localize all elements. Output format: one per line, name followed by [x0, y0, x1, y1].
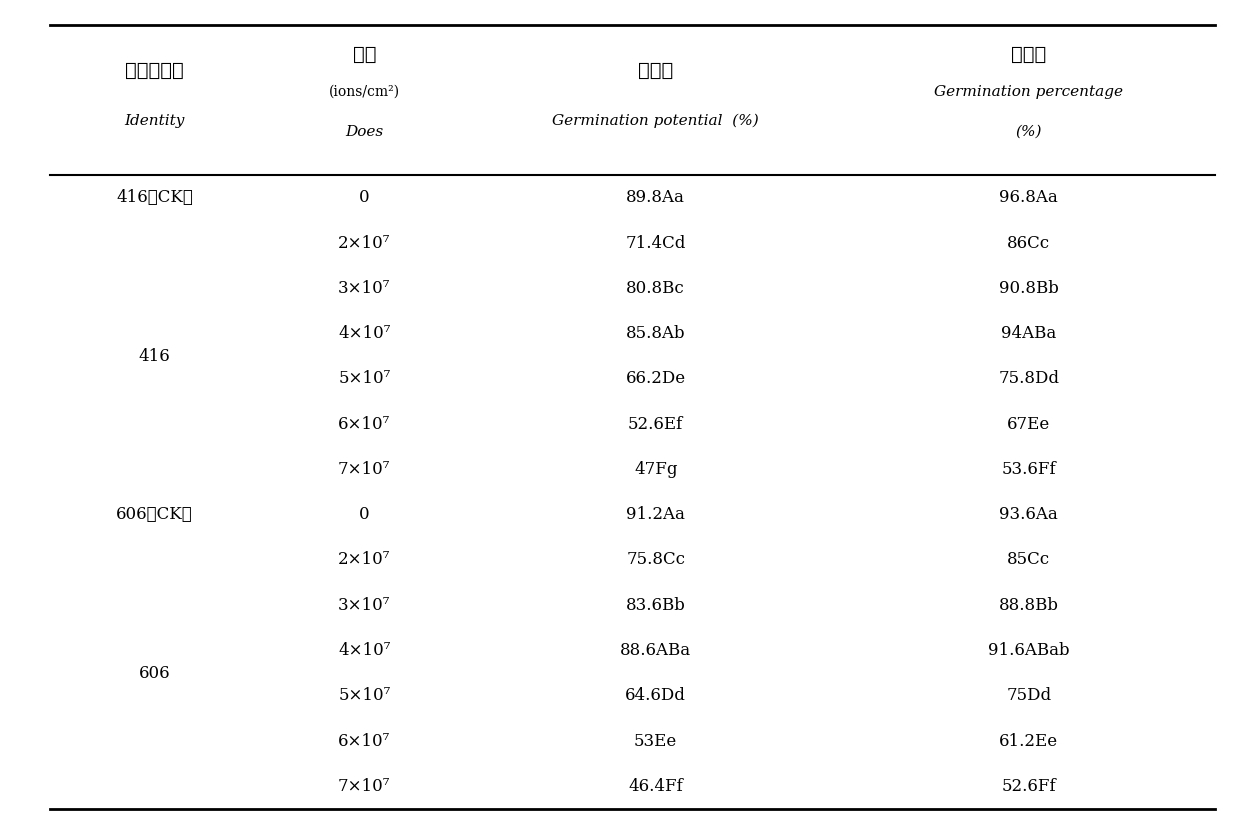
Text: 67Ee: 67Ee	[1007, 415, 1050, 433]
Text: Germination percentage: Germination percentage	[934, 85, 1123, 98]
Text: 0: 0	[360, 506, 370, 523]
Text: 53Ee: 53Ee	[634, 732, 677, 750]
Text: 64.6Dd: 64.6Dd	[625, 687, 686, 704]
Text: Identity: Identity	[124, 114, 185, 128]
Text: 75Dd: 75Dd	[1006, 687, 1052, 704]
Text: 6×10⁷: 6×10⁷	[339, 732, 391, 750]
Text: 2×10⁷: 2×10⁷	[339, 234, 391, 252]
Text: 6×10⁷: 6×10⁷	[339, 415, 391, 433]
Text: (%): (%)	[1016, 125, 1042, 138]
Text: 3×10⁷: 3×10⁷	[339, 280, 391, 297]
Text: 91.6ABab: 91.6ABab	[988, 642, 1070, 659]
Text: 61.2Ee: 61.2Ee	[999, 732, 1058, 750]
Text: 85Cc: 85Cc	[1007, 551, 1050, 569]
Text: 71.4Cd: 71.4Cd	[625, 234, 686, 252]
Text: 5×10⁷: 5×10⁷	[339, 687, 391, 704]
Text: 94ABa: 94ABa	[1001, 325, 1056, 342]
Text: 46.4Ff: 46.4Ff	[629, 778, 683, 795]
Text: 52.6Ff: 52.6Ff	[1002, 778, 1056, 795]
Text: 3×10⁷: 3×10⁷	[339, 597, 391, 614]
Text: 52.6Ef: 52.6Ef	[629, 415, 683, 433]
Text: 75.8Dd: 75.8Dd	[998, 370, 1059, 387]
Text: 4×10⁷: 4×10⁷	[339, 642, 391, 659]
Text: 发芽率: 发芽率	[1011, 45, 1047, 63]
Text: 85.8Ab: 85.8Ab	[626, 325, 686, 342]
Text: 53.6Ff: 53.6Ff	[1002, 461, 1056, 478]
Text: 剂量: 剂量	[352, 45, 376, 63]
Text: 47Fg: 47Fg	[634, 461, 677, 478]
Text: 4×10⁷: 4×10⁷	[339, 325, 391, 342]
Text: (ions/cm²): (ions/cm²)	[329, 85, 399, 98]
Text: 91.2Aa: 91.2Aa	[626, 506, 686, 523]
Text: 416: 416	[139, 348, 170, 364]
Text: 5×10⁷: 5×10⁷	[339, 370, 391, 387]
Text: 96.8Aa: 96.8Aa	[999, 189, 1058, 206]
Text: Germination potential  (%): Germination potential (%)	[552, 113, 759, 128]
Text: 93.6Aa: 93.6Aa	[999, 506, 1058, 523]
Text: Does: Does	[345, 125, 383, 138]
Text: 品种（系）: 品种（系）	[125, 62, 184, 80]
Text: 88.6ABa: 88.6ABa	[620, 642, 691, 659]
Text: 90.8Bb: 90.8Bb	[998, 280, 1059, 297]
Text: 86Cc: 86Cc	[1007, 234, 1050, 252]
Text: 66.2De: 66.2De	[626, 370, 686, 387]
Text: 606（CK）: 606（CK）	[117, 506, 193, 523]
Text: 0: 0	[360, 189, 370, 206]
Text: 88.8Bb: 88.8Bb	[998, 597, 1059, 614]
Text: 发芽势: 发芽势	[639, 62, 673, 80]
Text: 606: 606	[139, 665, 170, 681]
Text: 83.6Bb: 83.6Bb	[626, 597, 686, 614]
Text: 2×10⁷: 2×10⁷	[339, 551, 391, 569]
Text: 7×10⁷: 7×10⁷	[339, 778, 391, 795]
Text: 80.8Bc: 80.8Bc	[626, 280, 684, 297]
Text: 89.8Aa: 89.8Aa	[626, 189, 686, 206]
Text: 75.8Cc: 75.8Cc	[626, 551, 686, 569]
Text: 7×10⁷: 7×10⁷	[339, 461, 391, 478]
Text: 416（CK）: 416（CK）	[117, 189, 193, 206]
